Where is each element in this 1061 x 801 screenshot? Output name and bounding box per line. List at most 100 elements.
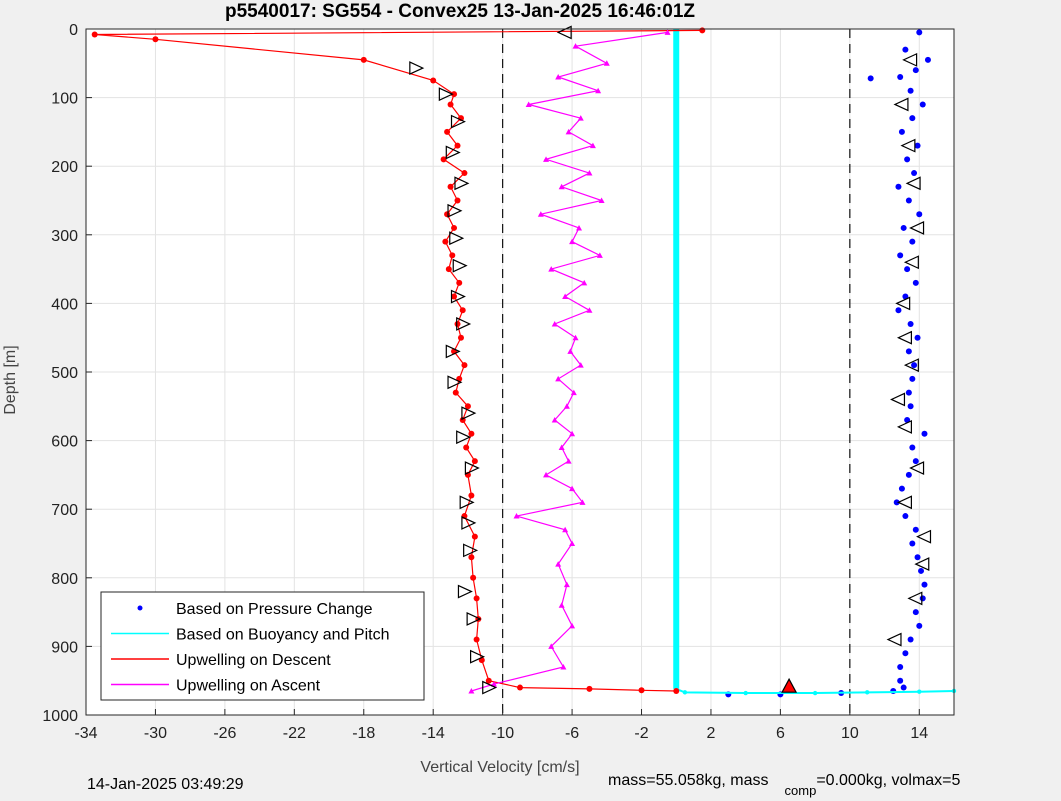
data-point <box>905 197 912 204</box>
data-point <box>902 513 909 520</box>
legend-entry: Based on Pressure Change <box>176 601 373 618</box>
footer-mass-info: mass=55.058kg, mass comp=0.000kg, volmax=… <box>608 772 960 798</box>
data-point <box>461 362 468 369</box>
legend-entry: Upwelling on Descent <box>176 652 331 669</box>
y-tick-label: 600 <box>51 434 78 451</box>
data-point <box>909 115 916 122</box>
data-point <box>445 266 452 273</box>
y-tick-label: 0 <box>69 22 78 39</box>
data-point <box>921 430 928 437</box>
x-tick-label: 6 <box>776 725 785 742</box>
marker-triangle-right <box>445 145 461 160</box>
data-point <box>567 348 574 354</box>
y-tick-label: 800 <box>51 571 78 588</box>
data-point <box>914 142 921 149</box>
data-point <box>563 403 570 409</box>
data-point <box>447 101 454 108</box>
data-point <box>907 636 914 643</box>
data-point <box>452 389 459 396</box>
data-point <box>454 320 461 327</box>
series-based-on-pressure-change <box>725 29 931 698</box>
data-series <box>91 27 957 698</box>
data-point <box>919 101 926 108</box>
data-point <box>909 238 916 245</box>
marker-triangle-right <box>450 114 466 129</box>
marker-triangle-right <box>457 584 473 599</box>
data-point <box>457 334 464 341</box>
marker-triangle-left <box>909 461 925 475</box>
data-point <box>890 687 897 694</box>
data-point <box>916 29 923 36</box>
data-point <box>565 128 572 135</box>
y-tick-label: 100 <box>51 91 78 108</box>
data-point <box>895 183 902 190</box>
marker-triangle-right <box>445 344 461 359</box>
marker-triangle-left <box>893 97 909 112</box>
data-point <box>905 389 912 396</box>
grid <box>85 28 954 716</box>
series-line <box>471 31 668 692</box>
y-axis-label: Depth [m] <box>2 345 19 414</box>
x-tick-label: -2 <box>634 725 648 742</box>
data-point <box>548 266 555 272</box>
marker-triangle-left <box>916 529 932 544</box>
marker-triangle-right <box>449 231 465 246</box>
data-point <box>473 595 480 602</box>
data-point <box>916 211 923 218</box>
data-point <box>537 211 544 217</box>
series-based-on-buoyancy-and-pitch <box>673 29 957 696</box>
marker-triangle-left <box>903 358 919 373</box>
y-tick-label: 200 <box>51 159 78 176</box>
series-upwelling-on-descent <box>91 27 706 694</box>
data-point <box>917 689 922 694</box>
data-point <box>451 293 458 300</box>
data-point <box>485 677 492 684</box>
data-point <box>919 595 926 602</box>
data-point <box>893 499 900 506</box>
data-point <box>902 650 909 657</box>
data-point <box>555 561 562 567</box>
data-point <box>525 101 532 107</box>
data-point <box>897 252 904 259</box>
data-point <box>905 471 912 478</box>
data-point <box>897 677 904 684</box>
data-point <box>897 74 904 81</box>
data-point <box>577 362 584 368</box>
x-tick-label: -10 <box>491 725 514 742</box>
data-point <box>581 279 588 286</box>
legend: Based on Pressure Change Based on Buoyanc… <box>100 591 425 701</box>
marker-triangle-right <box>463 543 479 558</box>
x-tick-label: -26 <box>213 725 236 742</box>
marker-triangle-left <box>909 221 925 235</box>
marker-triangle-left <box>914 557 930 572</box>
data-point <box>543 156 550 162</box>
y-tick-label: 300 <box>51 228 78 245</box>
data-point <box>569 430 576 437</box>
data-point <box>909 540 916 547</box>
data-point <box>570 389 577 396</box>
marker-triangle-right <box>409 61 425 76</box>
data-point <box>449 252 456 259</box>
y-tick-label: 900 <box>51 639 78 656</box>
data-point <box>909 375 916 382</box>
data-point <box>440 156 447 163</box>
x-tick-label: 14 <box>910 725 928 742</box>
data-point <box>577 115 584 121</box>
data-point <box>454 197 461 204</box>
data-point <box>558 183 565 190</box>
data-point <box>916 622 923 629</box>
data-point <box>902 46 909 53</box>
x-axis-ticks: -34 -30 -26 -22 -18 -14 -10 -6 -2 2 6 10 14 <box>74 709 928 742</box>
data-point <box>459 307 466 314</box>
data-point <box>898 485 905 492</box>
data-point <box>914 334 921 341</box>
legend-box <box>100 591 425 701</box>
series-line <box>94 29 703 692</box>
marker-triangle-right <box>456 317 472 331</box>
data-point <box>451 224 458 231</box>
footer-mass-text: mass=55.058kg, mass <box>608 772 769 789</box>
data-point <box>572 43 579 49</box>
data-point <box>576 224 583 231</box>
marker-triangle-left <box>896 495 912 510</box>
marker-triangle-right <box>454 176 470 191</box>
